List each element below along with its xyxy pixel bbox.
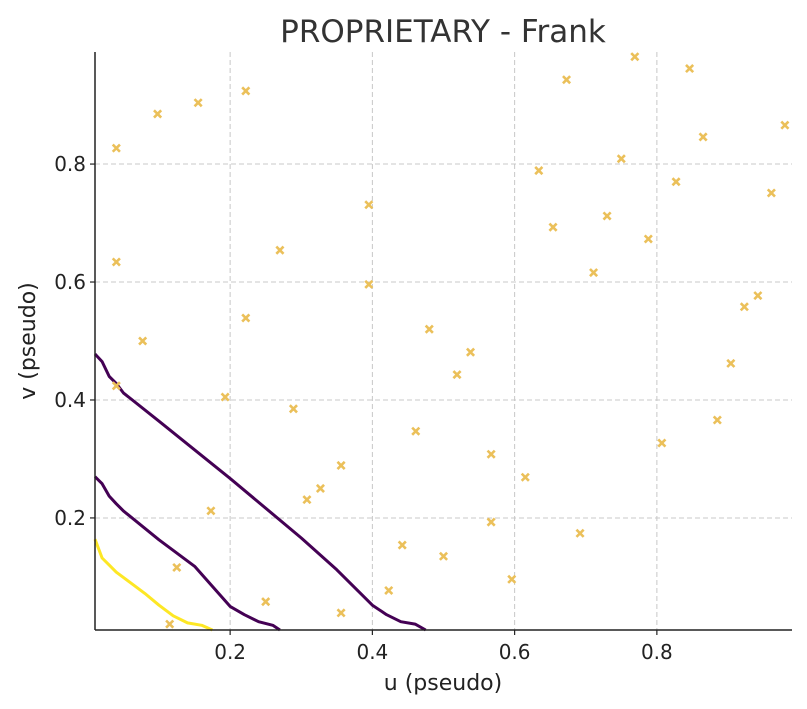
x-axis-ticks: 0.2 0.4 0.6 0.8 bbox=[214, 630, 673, 664]
scatter-point bbox=[452, 370, 462, 380]
scatter-point bbox=[172, 562, 182, 573]
contour-lines bbox=[93, 352, 427, 632]
scatter-point bbox=[466, 347, 476, 357]
y-axis-label: v (pseudo) bbox=[16, 282, 41, 400]
scatter-points bbox=[111, 52, 790, 629]
scatter-point bbox=[336, 460, 346, 470]
scatter-point bbox=[726, 358, 736, 368]
contour-line bbox=[93, 352, 427, 632]
scatter-point bbox=[712, 415, 722, 425]
scatter-point bbox=[548, 222, 558, 232]
scatter-point bbox=[111, 143, 121, 153]
scatter-point bbox=[397, 540, 407, 550]
scatter-point bbox=[657, 438, 667, 448]
x-tick-label: 0.2 bbox=[214, 640, 246, 664]
y-tick-label: 0.4 bbox=[54, 388, 86, 412]
scatter-point bbox=[534, 166, 544, 176]
scatter-point bbox=[384, 585, 394, 596]
scatter-point bbox=[643, 234, 653, 244]
scatter-point bbox=[630, 52, 640, 62]
scatter-point bbox=[685, 63, 695, 74]
x-tick-label: 0.6 bbox=[499, 640, 531, 664]
grid bbox=[95, 52, 792, 630]
chart-title: PROPRIETARY - Frank bbox=[280, 14, 606, 50]
scatter-point bbox=[261, 597, 271, 607]
scatter-point bbox=[602, 211, 612, 221]
scatter-point bbox=[507, 574, 517, 584]
scatter-point bbox=[138, 336, 148, 346]
scatter-point bbox=[153, 109, 163, 119]
scatter-point bbox=[753, 291, 763, 301]
y-axis-ticks: 0.2 0.4 0.6 0.8 bbox=[54, 152, 95, 530]
scatter-point bbox=[575, 528, 585, 538]
scatter-point bbox=[206, 506, 216, 516]
scatter-point bbox=[411, 426, 421, 436]
y-tick-label: 0.6 bbox=[54, 270, 86, 294]
x-tick-label: 0.4 bbox=[356, 640, 388, 664]
scatter-point bbox=[193, 98, 203, 108]
scatter-point bbox=[486, 517, 496, 527]
scatter-point bbox=[780, 120, 790, 130]
y-tick-label: 0.2 bbox=[54, 506, 86, 530]
scatter-point bbox=[241, 86, 251, 96]
scatter-point bbox=[288, 404, 298, 414]
scatter-point bbox=[111, 257, 121, 267]
scatter-point bbox=[698, 132, 708, 142]
x-tick-label: 0.8 bbox=[641, 640, 673, 664]
scatter-point bbox=[486, 449, 496, 459]
scatter-point bbox=[241, 313, 251, 323]
scatter-point bbox=[766, 188, 776, 198]
contour-line bbox=[93, 538, 214, 632]
scatter-point bbox=[315, 483, 325, 493]
scatter-point bbox=[520, 472, 530, 482]
scatter-point bbox=[275, 245, 285, 255]
scatter-point bbox=[165, 619, 175, 629]
x-axis-label: u (pseudo) bbox=[384, 671, 502, 696]
scatter-point bbox=[220, 392, 230, 402]
scatter-point bbox=[111, 381, 121, 391]
scatter-point bbox=[739, 302, 749, 312]
scatter-point bbox=[589, 268, 599, 278]
scatter-point bbox=[302, 495, 312, 505]
scatter-point bbox=[364, 200, 374, 210]
contour-line bbox=[93, 475, 281, 632]
scatter-point bbox=[336, 608, 346, 618]
scatter-point bbox=[671, 177, 681, 187]
scatter-point bbox=[438, 551, 449, 561]
scatter-point bbox=[562, 75, 572, 85]
scatter-point bbox=[616, 154, 626, 164]
y-tick-label: 0.8 bbox=[54, 152, 86, 176]
scatter-point bbox=[364, 279, 374, 289]
scatter-point bbox=[424, 324, 434, 334]
